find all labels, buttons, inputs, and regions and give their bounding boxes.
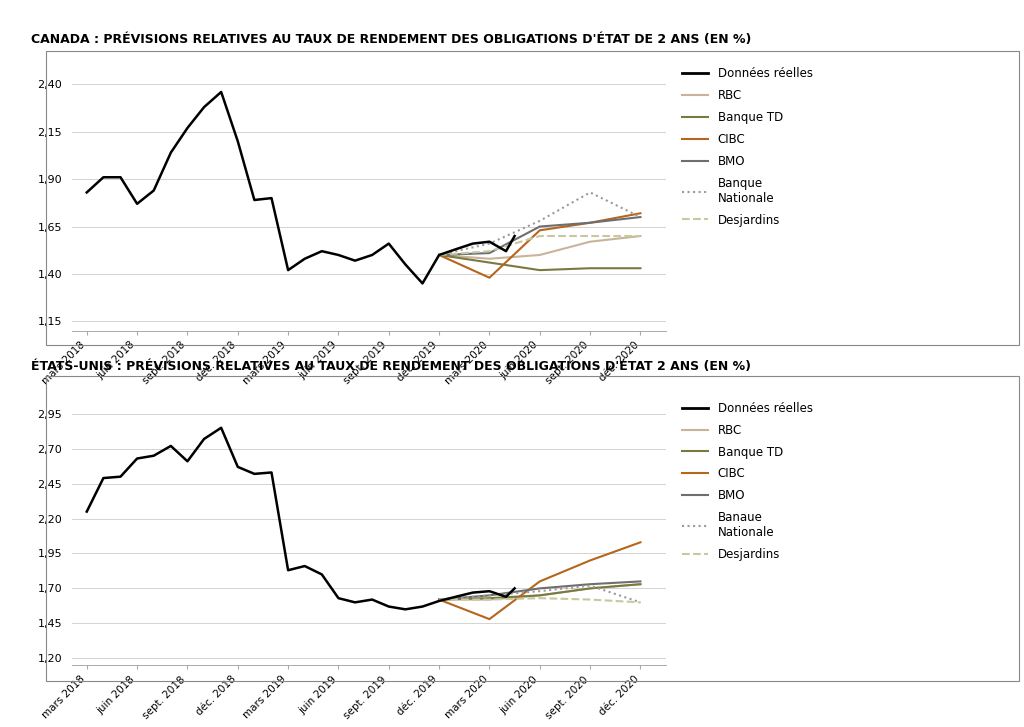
Legend: Données réelles, RBC, Banque TD, CIBC, BMO, Banque
Nationale, Desjardins: Données réelles, RBC, Banque TD, CIBC, B… <box>678 63 817 231</box>
Text: CANADA : PRÉVISIONS RELATIVES AU TAUX DE RENDEMENT DES OBLIGATIONS D'ÉTAT DE 2 A: CANADA : PRÉVISIONS RELATIVES AU TAUX DE… <box>31 33 751 46</box>
Legend: Données réelles, RBC, Banque TD, CIBC, BMO, Banaue
Nationale, Desjardins: Données réelles, RBC, Banque TD, CIBC, B… <box>678 397 817 566</box>
Text: ÉTATS-UNIS : PRÉVISIONS RELATIVES AU TAUX DE RENDEMENT DES OBLIGATIONS D'ÉTAT 2 : ÉTATS-UNIS : PRÉVISIONS RELATIVES AU TAU… <box>31 360 751 373</box>
